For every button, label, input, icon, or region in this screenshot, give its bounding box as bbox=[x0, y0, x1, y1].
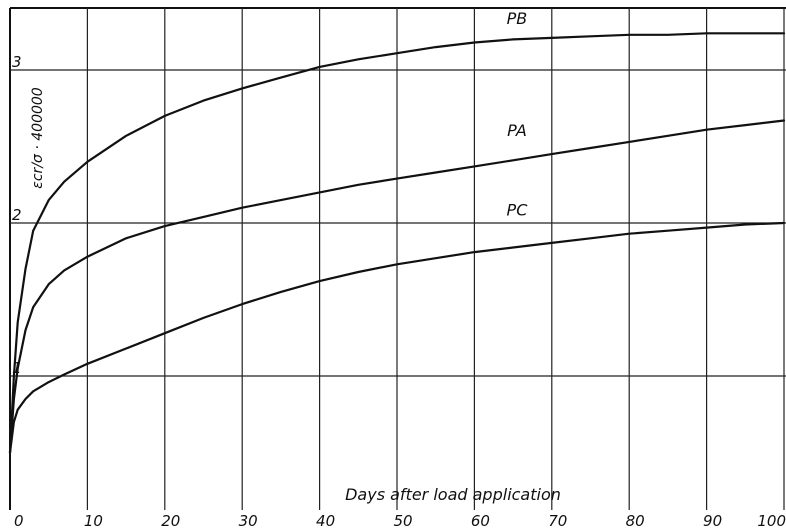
x-tick-label: 90 bbox=[703, 512, 722, 529]
curve-label-pc: PC bbox=[507, 200, 529, 219]
x-axis-label: Days after load application bbox=[345, 485, 561, 504]
curves bbox=[8, 32, 786, 454]
x-tick-label: 10 bbox=[84, 512, 103, 529]
curve-label-pa: PA bbox=[507, 121, 527, 140]
y-axis-label: εcr/σ · 400000 bbox=[30, 87, 46, 188]
series-line-pc bbox=[8, 221, 786, 454]
x-tick-label: 0 bbox=[14, 512, 24, 529]
y-tick-label: 2 bbox=[12, 206, 22, 224]
x-tick-label: 40 bbox=[316, 512, 335, 529]
x-tick-label: 60 bbox=[471, 512, 490, 529]
x-tick-label: 20 bbox=[161, 512, 180, 529]
series-line-pa bbox=[8, 119, 786, 454]
x-tick-label: 30 bbox=[239, 512, 258, 529]
y-tick-label: 3 bbox=[12, 53, 22, 71]
x-tick-label: 100 bbox=[757, 512, 786, 529]
curve-label-pb: PB bbox=[507, 9, 528, 28]
series-line-pb bbox=[8, 32, 786, 454]
grid bbox=[9, 7, 786, 510]
x-tick-label: 50 bbox=[393, 512, 412, 529]
labels: 0 10 20 30 40 50 60 70 80 90 100 1 2 3 PB PA PC bbox=[12, 9, 786, 529]
y-tick-label: 1 bbox=[12, 359, 22, 377]
x-tick-label: 70 bbox=[548, 512, 567, 529]
x-tick-label: 80 bbox=[626, 512, 645, 529]
